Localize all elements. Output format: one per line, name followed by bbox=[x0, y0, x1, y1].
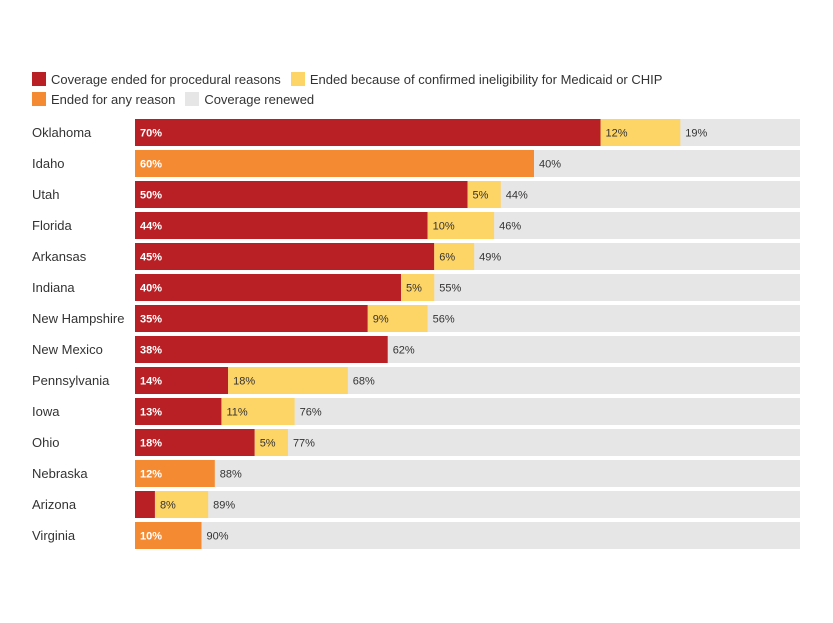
bar-segment-any-reason-idaho bbox=[135, 150, 534, 177]
bar-segment-procedural-new-hampshire bbox=[135, 305, 368, 332]
value-label-renewed-idaho: 40% bbox=[539, 159, 561, 171]
bar-segment-procedural-utah bbox=[135, 181, 468, 208]
category-label-arizona: Arizona bbox=[32, 497, 77, 512]
value-label-procedural-florida: 44% bbox=[140, 221, 162, 233]
bar-segment-procedural-ohio bbox=[135, 429, 255, 456]
bar-segment-any-reason-virginia bbox=[135, 522, 202, 549]
category-label-new-mexico: New Mexico bbox=[32, 342, 103, 357]
value-label-ineligible-iowa: 11% bbox=[226, 407, 247, 419]
bar-segment-ineligible-oklahoma bbox=[600, 119, 681, 146]
bar-segment-procedural-oklahoma bbox=[135, 119, 601, 146]
value-label-ineligible-indiana: 5% bbox=[406, 283, 422, 295]
value-label-renewed-indiana: 55% bbox=[439, 283, 461, 295]
bar-segment-procedural-new-mexico bbox=[135, 336, 388, 363]
bar-segment-ineligible-arizona bbox=[154, 491, 209, 518]
bar-segment-procedural-pennsylvania bbox=[135, 367, 229, 394]
legend-label-renewed: Coverage renewed bbox=[204, 91, 315, 107]
value-label-procedural-oklahoma: 70% bbox=[140, 128, 162, 140]
legend-item-any-reason: Ended for any reason bbox=[32, 92, 175, 107]
value-label-renewed-new-mexico: 62% bbox=[393, 345, 415, 357]
category-label-idaho: Idaho bbox=[32, 156, 65, 171]
category-label-iowa: Iowa bbox=[32, 404, 60, 419]
bar-segment-procedural-arizona bbox=[135, 491, 155, 518]
value-label-renewed-arkansas: 49% bbox=[479, 252, 501, 264]
legend-item-renewed: Coverage renewed bbox=[185, 92, 314, 107]
category-label-ohio: Ohio bbox=[32, 435, 59, 450]
value-label-ineligible-arizona: 8% bbox=[160, 500, 176, 512]
bar-segment-ineligible-florida bbox=[427, 212, 495, 239]
bar-segment-procedural-florida bbox=[135, 212, 428, 239]
value-label-renewed-virginia: 90% bbox=[207, 531, 229, 543]
legend-item-procedural: Coverage ended for procedural reasons bbox=[32, 72, 281, 87]
bar-segment-ineligible-new-hampshire bbox=[367, 305, 428, 332]
value-label-ineligible-pennsylvania: 18% bbox=[233, 376, 255, 388]
category-label-new-hampshire: New Hampshire bbox=[32, 311, 124, 326]
legend-swatch-renewed bbox=[185, 92, 200, 106]
legend-label-ineligible: Ended because of confirmed ineligibility… bbox=[309, 71, 663, 87]
value-label-ineligible-arkansas: 6% bbox=[439, 252, 455, 264]
category-label-oklahoma: Oklahoma bbox=[32, 125, 92, 140]
bar-segment-renewed-nebraska bbox=[135, 460, 800, 487]
value-label-any-reason-idaho: 60% bbox=[140, 159, 162, 171]
legend-item-ineligible: Ended because of confirmed ineligibility… bbox=[290, 71, 663, 87]
legend-row-2: Ended for any reason Coverage renewed bbox=[32, 89, 732, 109]
value-label-renewed-oklahoma: 19% bbox=[685, 128, 707, 140]
legend-label-procedural: Coverage ended for procedural reasons bbox=[51, 71, 281, 87]
category-label-nebraska: Nebraska bbox=[32, 466, 88, 481]
value-label-ineligible-oklahoma: 12% bbox=[606, 128, 628, 140]
bar-segment-renewed-arizona bbox=[135, 491, 800, 518]
bar-segment-any-reason-nebraska bbox=[135, 460, 215, 487]
category-label-pennsylvania: Pennsylvania bbox=[32, 373, 110, 388]
bar-segment-renewed-virginia bbox=[135, 522, 800, 549]
bar-segment-ineligible-arkansas bbox=[434, 243, 475, 270]
bar-segment-ineligible-iowa bbox=[221, 398, 295, 425]
bar-segment-procedural-indiana bbox=[135, 274, 401, 301]
category-label-florida: Florida bbox=[32, 218, 73, 233]
legend-swatch-procedural bbox=[32, 72, 46, 86]
value-label-renewed-arizona: 89% bbox=[213, 500, 235, 512]
value-label-renewed-nebraska: 88% bbox=[220, 469, 242, 481]
value-label-procedural-utah: 50% bbox=[140, 190, 162, 202]
value-label-procedural-arkansas: 45% bbox=[140, 252, 162, 264]
bar-segment-procedural-iowa bbox=[135, 398, 222, 425]
category-label-virginia: Virginia bbox=[32, 528, 76, 543]
bar-segment-ineligible-pennsylvania bbox=[228, 367, 348, 394]
value-label-any-reason-nebraska: 12% bbox=[140, 469, 162, 481]
bar-segment-ineligible-ohio bbox=[254, 429, 288, 456]
value-label-ineligible-new-hampshire: 9% bbox=[373, 314, 389, 326]
legend-label-any-reason: Ended for any reason bbox=[51, 91, 176, 107]
value-label-procedural-new-hampshire: 35% bbox=[140, 314, 162, 326]
value-label-procedural-new-mexico: 38% bbox=[140, 345, 162, 357]
value-label-renewed-florida: 46% bbox=[499, 221, 521, 233]
chart-legend: Coverage ended for procedural reasons En… bbox=[32, 69, 732, 109]
bar-segment-procedural-arkansas bbox=[135, 243, 435, 270]
value-label-procedural-iowa: 13% bbox=[140, 407, 162, 419]
value-label-renewed-ohio: 77% bbox=[293, 438, 315, 450]
value-label-renewed-new-hampshire: 56% bbox=[433, 314, 455, 326]
value-label-procedural-ohio: 18% bbox=[140, 438, 162, 450]
value-label-renewed-iowa: 76% bbox=[300, 407, 322, 419]
legend-swatch-ineligible bbox=[290, 72, 305, 86]
bar-segment-ineligible-utah bbox=[467, 181, 501, 208]
value-label-ineligible-utah: 5% bbox=[473, 190, 489, 202]
bar-segment-ineligible-indiana bbox=[401, 274, 435, 301]
category-label-indiana: Indiana bbox=[32, 280, 75, 295]
value-label-ineligible-ohio: 5% bbox=[260, 438, 276, 450]
value-label-ineligible-florida: 10% bbox=[433, 221, 455, 233]
value-label-procedural-pennsylvania: 14% bbox=[140, 376, 162, 388]
legend-swatch-any-reason bbox=[32, 92, 46, 106]
value-label-renewed-pennsylvania: 68% bbox=[353, 376, 375, 388]
category-label-arkansas: Arkansas bbox=[32, 249, 87, 264]
value-label-any-reason-virginia: 10% bbox=[140, 531, 162, 543]
legend-row-1: Coverage ended for procedural reasons En… bbox=[32, 69, 732, 89]
category-label-utah: Utah bbox=[32, 187, 59, 202]
value-label-procedural-indiana: 40% bbox=[140, 283, 162, 295]
value-label-renewed-utah: 44% bbox=[506, 190, 528, 202]
